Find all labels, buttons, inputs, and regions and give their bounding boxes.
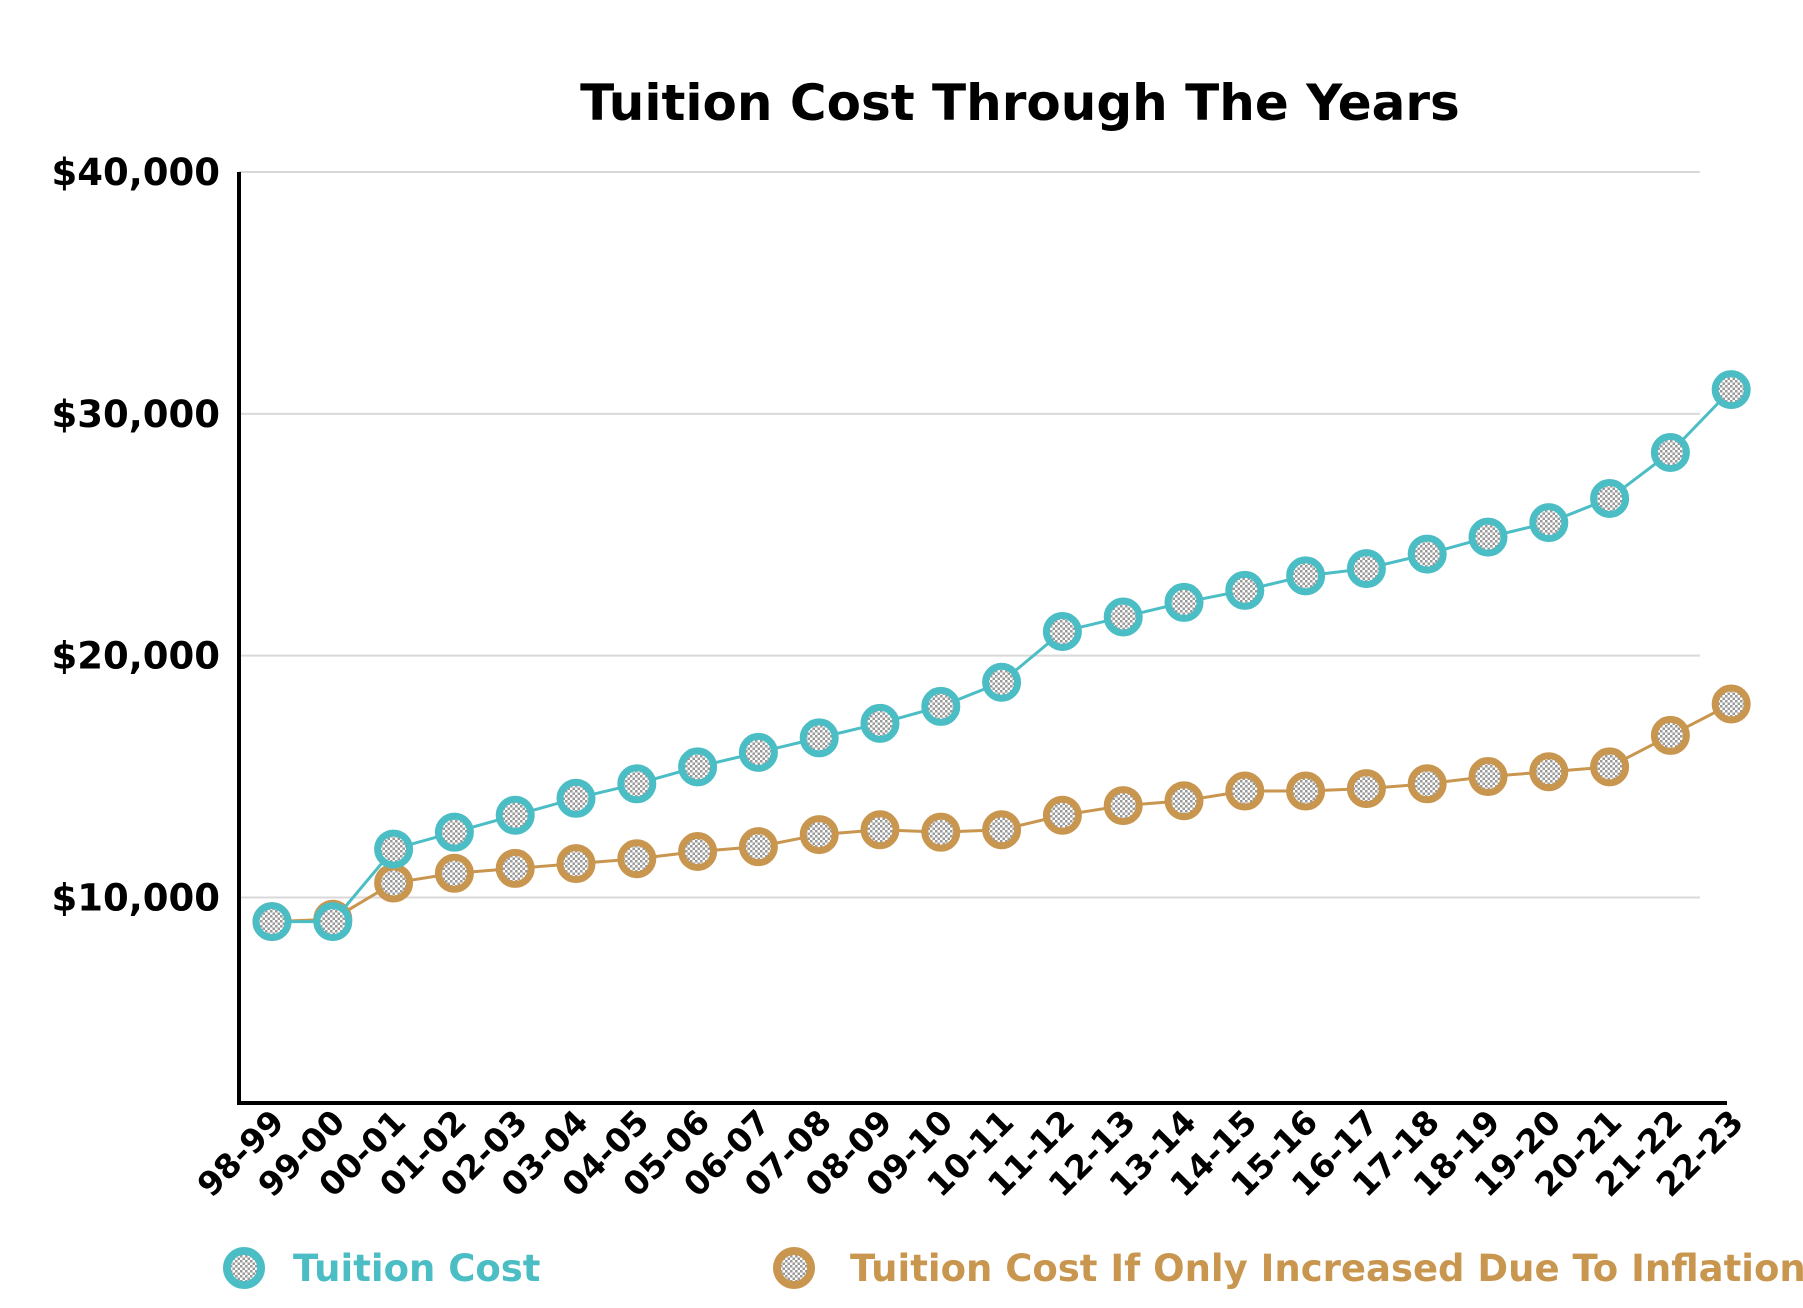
legend-marker-inflation-cost [773,1247,815,1289]
data-point [1346,769,1386,809]
data-point [1650,715,1690,755]
data-point [1711,370,1751,410]
data-point [738,732,778,772]
data-point [738,827,778,867]
data-point [1407,764,1447,804]
data-point [1286,771,1326,811]
data-point [860,703,900,743]
data-point [252,902,292,942]
data-point [556,778,596,818]
y-tick-label: $10,000 [51,876,220,919]
data-point [799,815,839,855]
data-point [1529,503,1569,543]
data-point [313,902,353,942]
data-point [1650,433,1690,473]
data-point [434,812,474,852]
legend-marker-tuition-cost [223,1247,265,1289]
data-point [1407,534,1447,574]
gridlines [239,171,1700,899]
data-point [921,812,961,852]
legend-item-inflation-cost: Tuition Cost If Only Increased Due To In… [773,1247,1803,1290]
data-point [1103,786,1143,826]
series-0 [252,370,1751,942]
data-point [1711,684,1751,724]
chart-title: Tuition Cost Through The Years [580,74,1460,132]
legend-item-tuition-cost: Tuition Cost [223,1247,541,1290]
y-tick-label: $40,000 [51,151,220,194]
y-axis-ticks: $10,000 $20,000 $30,000 $40,000 [51,151,220,919]
legend: Tuition Cost Tuition Cost If Only Increa… [223,1247,1803,1290]
legend-label-tuition-cost: Tuition Cost [293,1247,541,1290]
data-point [1225,570,1265,610]
data-point [1529,752,1569,792]
data-point [374,863,414,903]
data-point [982,662,1022,702]
series-1 [252,684,1751,942]
data-point [617,764,657,804]
data-point [1225,771,1265,811]
data-point [678,832,718,872]
data-point [799,718,839,758]
data-point [1590,478,1630,518]
data-point [1042,611,1082,651]
data-point [495,795,535,835]
data-point [1468,517,1508,557]
x-axis-ticks: 98-9999-0000-0101-0202-0303-0404-0505-06… [189,1102,1750,1204]
data-point [1164,582,1204,622]
series-layer [252,370,1751,942]
data-point [1468,757,1508,797]
data-point [1042,795,1082,835]
legend-label-inflation-cost: Tuition Cost If Only Increased Due To In… [850,1247,1803,1290]
data-point [1164,781,1204,821]
data-point [860,810,900,850]
y-tick-label: $20,000 [51,635,220,678]
data-point [1590,747,1630,787]
data-point [434,853,474,893]
data-point [617,839,657,879]
data-point [982,810,1022,850]
data-point [1286,556,1326,596]
data-point [1346,549,1386,589]
y-tick-label: $30,000 [51,393,220,436]
data-point [495,848,535,888]
data-point [678,747,718,787]
data-point [556,844,596,884]
data-point [374,829,414,869]
data-point [921,686,961,726]
data-point [1103,597,1143,637]
